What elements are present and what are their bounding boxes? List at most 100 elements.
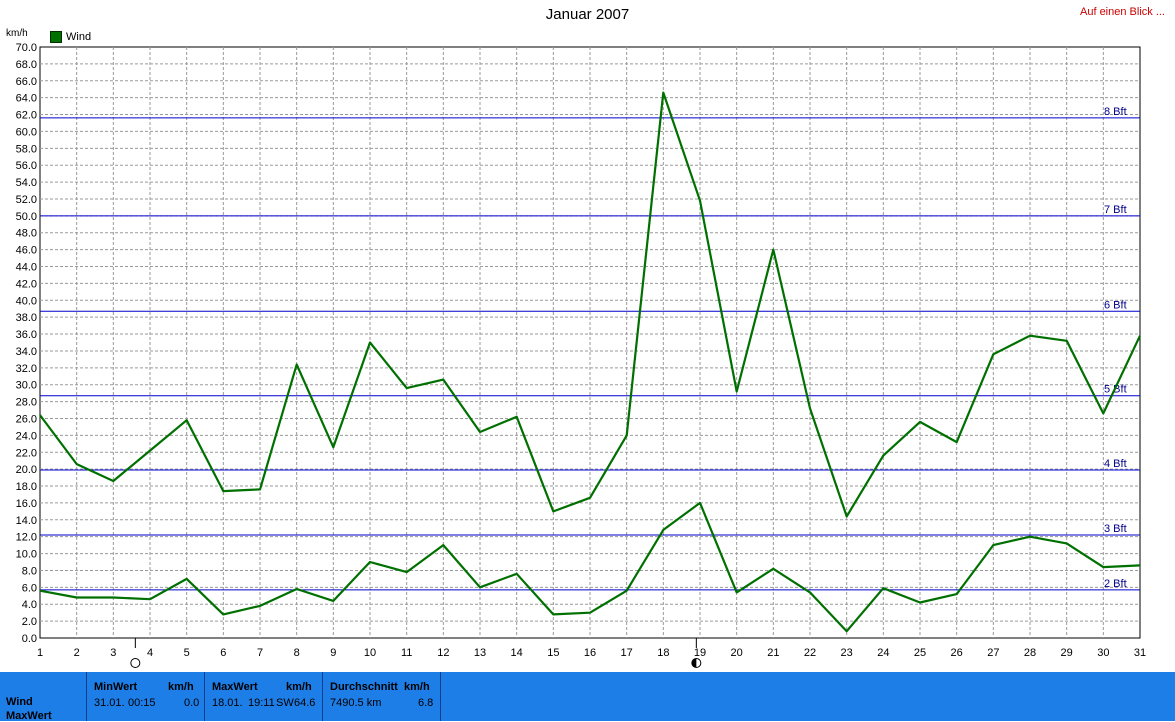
y-tick-label: 28.0 (16, 397, 37, 409)
min-header: MinWert (94, 681, 138, 693)
full-moon-icon (130, 658, 141, 668)
x-tick-label: 27 (987, 647, 999, 659)
x-tick-label: 19 (694, 647, 706, 659)
x-tick-label: 4 (147, 647, 153, 659)
moon-layer (130, 638, 702, 668)
x-tick-label: 23 (841, 647, 853, 659)
moon-shade (691, 658, 697, 668)
x-tick-label: 7 (257, 647, 263, 659)
y-tick-label: 30.0 (16, 380, 37, 392)
y-tick-label: 70.0 (16, 42, 37, 54)
x-tick-label: 21 (767, 647, 779, 659)
y-tick-label: 64.0 (16, 93, 37, 105)
stats-panel (0, 672, 1175, 721)
y-tick-label: 16.0 (16, 498, 37, 510)
y-tick-label: 22.0 (16, 447, 37, 459)
series-line-wind (39, 91, 1141, 518)
x-tick-label: 10 (364, 647, 376, 659)
y-tick-label: 60.0 (16, 126, 37, 138)
y-tick-label: 18.0 (16, 481, 37, 493)
beaufort-label: 2 Bft (1104, 578, 1127, 590)
y-tick-label: 26.0 (16, 413, 37, 425)
y-tick-label: 50.0 (16, 211, 37, 223)
y-tick-label: 38.0 (16, 312, 37, 324)
x-tick-label: 16 (584, 647, 596, 659)
y-tick-label: 20.0 (16, 464, 37, 476)
min-unit: km/h (168, 681, 194, 693)
y-tick-label: 48.0 (16, 228, 37, 240)
x-tick-label: 11 (401, 647, 412, 659)
avg-unit: km/h (404, 681, 430, 693)
x-tick-label: 31 (1134, 647, 1146, 659)
panel-separator (322, 672, 323, 721)
x-tick-label: 29 (1061, 647, 1073, 659)
panel-separator (204, 672, 205, 721)
beaufort-label: 7 Bft (1104, 204, 1127, 216)
y-tick-label: 6.0 (22, 582, 37, 594)
min-time: 00:15 (128, 697, 156, 709)
x-tick-label: 2 (74, 647, 80, 659)
x-tick-label: 9 (330, 647, 336, 659)
stats-max: MaxWert km/h 18.01. 19:11 SW 64.6 (212, 672, 320, 721)
y-tick-label: 36.0 (16, 329, 37, 341)
x-tick-label: 18 (657, 647, 669, 659)
min-date: 31.01. (94, 697, 125, 709)
x-tick-label: 24 (877, 647, 889, 659)
series-line-average (39, 501, 1141, 633)
max-dir: SW (276, 697, 294, 709)
stats-avg: Durchschnitt km/h 7490.5 km 6.8 (330, 672, 438, 721)
x-tick-label: 17 (621, 647, 633, 659)
y-tick-label: 56.0 (16, 160, 37, 172)
y-tick-label: 58.0 (16, 143, 37, 155)
y-tick-label: 14.0 (16, 515, 37, 527)
x-tick-label: 22 (804, 647, 816, 659)
max-time: 19:11 (248, 697, 275, 709)
x-tick-label: 30 (1097, 647, 1109, 659)
x-tick-label: 5 (184, 647, 190, 659)
x-tick-label: 20 (731, 647, 743, 659)
min-value: 0.0 (184, 697, 200, 709)
beaufort-label: 6 Bft (1104, 299, 1127, 311)
max-unit: km/h (286, 681, 312, 693)
glance-link[interactable]: Auf einen Blick ... (1080, 6, 1165, 18)
x-tick-label: 26 (951, 647, 963, 659)
panel-separator (440, 672, 441, 721)
legend-label: Wind (66, 31, 92, 43)
avg-distance: 7490.5 km (330, 697, 382, 709)
y-tick-label: 10.0 (16, 549, 37, 561)
y-tick-label: 68.0 (16, 59, 37, 71)
y-tick-label: 66.0 (16, 76, 37, 88)
y-tick-label: 12.0 (16, 532, 37, 544)
chart-title: Januar 2007 (545, 6, 630, 23)
x-tick-label: 13 (474, 647, 486, 659)
stats-row-label: Wind MaxWert (6, 672, 86, 722)
y-tick-label: 24.0 (16, 430, 37, 442)
x-tick-label: 15 (547, 647, 559, 659)
x-tick-label: 1 (37, 647, 43, 659)
y-tick-label: 44.0 (16, 262, 37, 274)
x-tick-label: 12 (437, 647, 449, 659)
x-tick-label: 28 (1024, 647, 1036, 659)
beaufort-label: 3 Bft (1104, 523, 1127, 535)
y-tick-label: 2.0 (22, 616, 37, 628)
grid-layer (39, 46, 1141, 639)
y-tick-label: 46.0 (16, 245, 37, 257)
y-tick-label: 32.0 (16, 363, 37, 375)
y-tick-label: 0.0 (22, 633, 37, 645)
max-header: MaxWert (212, 681, 258, 693)
avg-header: Durchschnitt (330, 681, 398, 693)
legend-swatch (50, 31, 62, 43)
y-tick-label: 52.0 (16, 194, 37, 206)
y-axis-unit: km/h (6, 28, 28, 39)
x-tick-label: 14 (511, 647, 523, 659)
stats-row-name: Wind (6, 696, 33, 708)
max-date: 18.01. (212, 697, 243, 709)
beaufort-label: 8 Bft (1104, 106, 1127, 118)
beaufort-label: 4 Bft (1104, 458, 1127, 470)
y-tick-label: 8.0 (22, 565, 37, 577)
x-tick-label: 3 (110, 647, 116, 659)
avg-value: 6.8 (418, 697, 434, 709)
stats-min: MinWert km/h 31.01. 00:15 0.0 (94, 672, 200, 721)
y-tick-label: 54.0 (16, 177, 37, 189)
